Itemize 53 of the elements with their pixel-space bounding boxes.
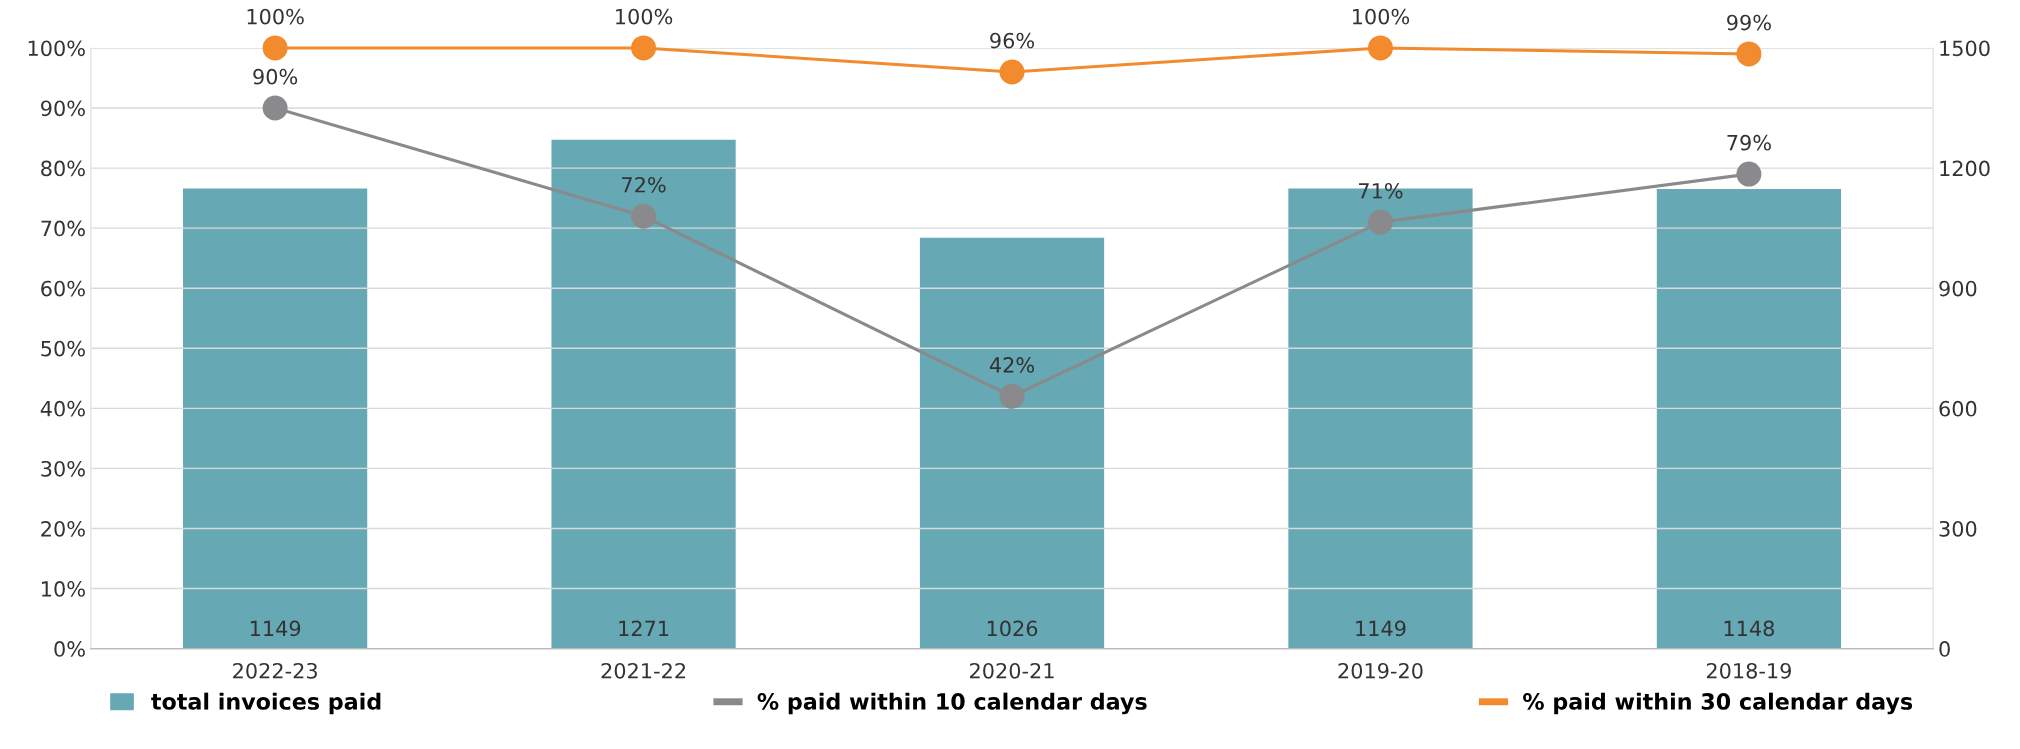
y2-tick-label: 0 [1939, 641, 1950, 657]
point [631, 35, 657, 61]
y-tick-label: 30% [41, 460, 85, 477]
bar [183, 188, 368, 649]
legend-label: % paid within 10 calendar days [757, 692, 1147, 715]
point [631, 203, 657, 229]
y-tick-label: 10% [42, 581, 85, 597]
data-label: 100% [1352, 8, 1410, 25]
y-tick-label: 60% [41, 280, 85, 297]
point [999, 383, 1025, 409]
data-label: 72% [622, 176, 666, 193]
y-tick-label: 0% [54, 641, 85, 657]
data-label: 1148 [1724, 620, 1774, 637]
point [262, 35, 288, 61]
data-label: 100% [247, 8, 304, 25]
data-label: 1149 [1356, 620, 1406, 637]
y2-tick-label: 900 [1939, 280, 1977, 297]
x-tick-label: 2020-21 [970, 662, 1054, 679]
y-tick-label: 20% [41, 520, 85, 537]
y2-tick-label: 1200 [1940, 160, 1990, 177]
data-label: 1026 [987, 620, 1038, 637]
data-label: 100% [616, 8, 673, 25]
data-label: 99% [1727, 14, 1771, 31]
x-tick-label: 2021-22 [601, 662, 686, 679]
y-tick-label: 50% [41, 340, 85, 357]
point [1367, 35, 1393, 61]
point [1367, 209, 1393, 235]
y2-tick-label: 600 [1939, 400, 1977, 417]
legend-label: % paid within 30 calendar days [1523, 692, 1913, 715]
x-tick-label: 2019-20 [1338, 662, 1423, 679]
legend-label: total invoices paid [151, 692, 381, 715]
data-label: 1271 [619, 620, 669, 636]
bar [551, 139, 736, 649]
y-tick-label: 40% [40, 400, 85, 417]
y2-tick-label: 1500 [1940, 40, 1990, 57]
y2-tick-label: 300 [1939, 520, 1977, 537]
point [999, 59, 1025, 85]
data-label: 90% [253, 68, 298, 85]
data-label: 96% [990, 32, 1035, 49]
data-label: 79% [1727, 134, 1771, 151]
bar [919, 237, 1105, 649]
data-label: 42% [989, 357, 1035, 373]
point [1736, 161, 1762, 187]
x-tick-label: 2022-23 [233, 662, 317, 679]
x-tick-label: 2018-19 [1706, 662, 1791, 679]
y-tick-label: 100% [28, 40, 85, 57]
data-label: 1149 [250, 620, 301, 637]
point [262, 95, 288, 121]
y-tick-label: 90% [41, 100, 85, 117]
y-tick-label: 80% [41, 160, 85, 177]
point [1736, 41, 1762, 67]
y-tick-label: 70% [41, 220, 85, 237]
bar [1656, 188, 1842, 649]
